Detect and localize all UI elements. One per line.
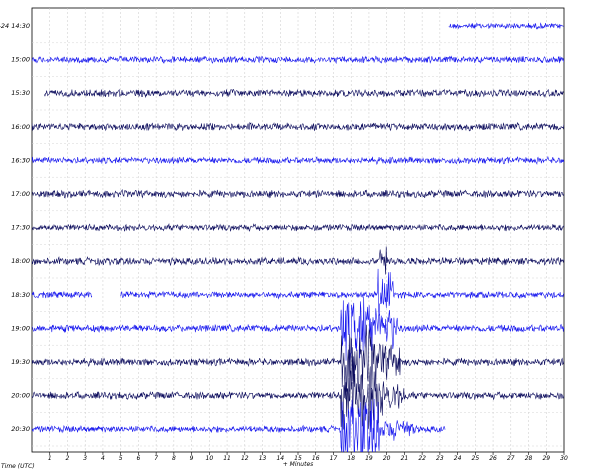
row-time-label: 18:00 bbox=[11, 257, 30, 265]
x-tick-label: 25 bbox=[472, 455, 480, 462]
row-time-label: 17:00 bbox=[11, 190, 30, 198]
x-tick-label: 24 bbox=[454, 455, 462, 462]
x-tick-label: 9 bbox=[190, 455, 194, 462]
x-tick-label: 2 bbox=[66, 455, 70, 462]
row-time-label: 18:30 bbox=[11, 291, 30, 299]
row-time-label: 3-24 14:30 bbox=[0, 22, 30, 30]
seismic-traces bbox=[32, 22, 564, 452]
x-tick-label: 1 bbox=[48, 455, 52, 462]
x-tick-label: 15 bbox=[294, 455, 302, 462]
grid-lines bbox=[32, 8, 564, 452]
x-tick-label: 30 bbox=[560, 455, 568, 462]
x-tick-label: 10 bbox=[206, 455, 214, 462]
x-axis-label: + Minutes bbox=[283, 461, 314, 468]
x-tick-label: 21 bbox=[401, 455, 409, 462]
trace-segment bbox=[32, 188, 564, 199]
x-tick-label: 7 bbox=[154, 455, 158, 462]
x-tick-label: 28 bbox=[525, 455, 533, 462]
x-tick-label: 6 bbox=[136, 455, 140, 462]
x-tick-label: 3 bbox=[83, 455, 87, 462]
x-tick-label: 8 bbox=[172, 455, 176, 462]
row-time-label: 15:00 bbox=[11, 56, 30, 64]
x-tick-label: 13 bbox=[259, 455, 267, 462]
x-tick-label: 18 bbox=[347, 455, 355, 462]
trace-segment bbox=[32, 155, 564, 166]
x-tick-label: 27 bbox=[507, 455, 515, 462]
x-tick-label: 14 bbox=[276, 455, 284, 462]
trace-segment bbox=[32, 246, 564, 275]
row-time-label: 16:30 bbox=[11, 156, 30, 164]
trace-segment bbox=[32, 222, 564, 232]
x-tick-label: 20 bbox=[383, 455, 391, 462]
row-time-label: 20:00 bbox=[11, 392, 30, 400]
row-time-label: 17:30 bbox=[11, 224, 30, 232]
trace-segment bbox=[32, 55, 564, 65]
row-time-label: 19:00 bbox=[11, 324, 30, 332]
x-axis-ticks: 1 2 3 4 5 6 7 8 9 10 11 12 13 14 15 16 17 18 19 20 21 22 23 24 2… bbox=[48, 452, 568, 462]
trace-segment bbox=[448, 22, 564, 30]
x-tick-label: 23 bbox=[436, 455, 444, 462]
row-time-label: 16:00 bbox=[11, 123, 30, 131]
trace-segment bbox=[32, 290, 93, 299]
x-tick-label: 12 bbox=[241, 455, 249, 462]
time-axis-label: Time (UTC) bbox=[1, 463, 35, 470]
trace-segment bbox=[32, 398, 446, 452]
row-time-label: 15:30 bbox=[11, 89, 30, 97]
row-time-label: 20:30 bbox=[11, 425, 30, 433]
trace-segment bbox=[120, 268, 564, 316]
x-tick-label: 17 bbox=[330, 455, 338, 462]
x-tick-label: 19 bbox=[365, 455, 373, 462]
x-tick-label: 29 bbox=[542, 455, 550, 462]
row-labels: 3-24 14:30 15:00 15:30 16:00 16:30 17:00 17:30… bbox=[0, 22, 30, 433]
x-tick-label: 11 bbox=[223, 455, 231, 462]
trace-segment bbox=[44, 88, 564, 99]
x-tick-label: 26 bbox=[489, 455, 497, 462]
x-tick-label: 16 bbox=[312, 455, 320, 462]
x-tick-label: 22 bbox=[418, 455, 426, 462]
x-tick-label: 5 bbox=[119, 455, 123, 462]
trace-segment bbox=[32, 324, 564, 392]
trace-segment bbox=[32, 361, 564, 430]
trace-segment bbox=[32, 296, 564, 361]
trace-segment bbox=[32, 121, 564, 132]
x-tick-label: 4 bbox=[101, 455, 105, 462]
row-time-label: 19:30 bbox=[11, 358, 30, 366]
